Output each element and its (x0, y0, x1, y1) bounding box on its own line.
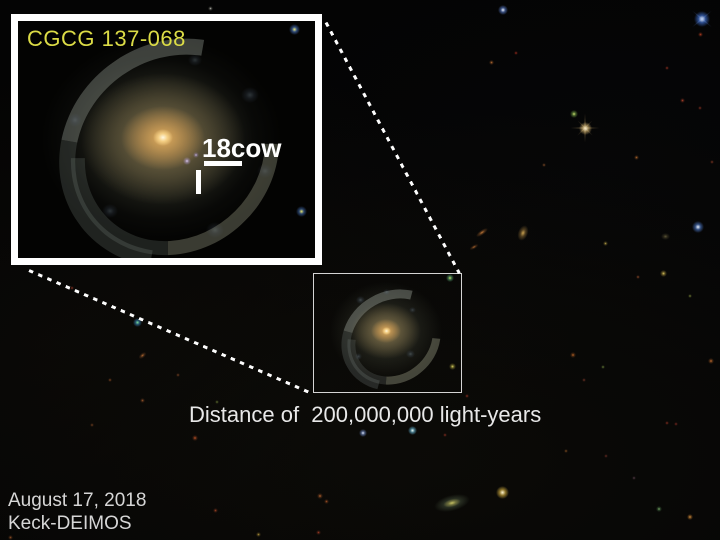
star (583, 113, 587, 143)
star (582, 378, 586, 382)
star (687, 293, 693, 299)
star (192, 435, 198, 441)
inset-object (183, 157, 191, 165)
star (323, 498, 329, 504)
galaxy-nucleus (382, 327, 391, 335)
star (604, 454, 608, 458)
inset-object (288, 23, 300, 35)
host-galaxy-zoomed: CGCG 137-068 18cow (18, 21, 315, 258)
star (564, 449, 568, 453)
star (443, 433, 447, 437)
inset-object (295, 205, 307, 217)
star (515, 223, 531, 243)
inset-object (193, 152, 199, 158)
instrument-caption: Keck-DEIMOS (8, 513, 132, 534)
star (465, 394, 469, 398)
star (698, 106, 702, 110)
zoom-rectangle (313, 270, 468, 410)
star (679, 97, 685, 103)
star (708, 358, 714, 364)
star (660, 232, 670, 240)
star (132, 317, 142, 327)
star (602, 240, 608, 246)
date-caption: August 17, 2018 (8, 490, 147, 511)
star (474, 225, 490, 239)
star (601, 365, 605, 369)
star (514, 51, 518, 55)
inset-object (257, 164, 273, 178)
galaxy-nucleus (153, 129, 173, 146)
galaxy-knot (382, 289, 390, 295)
transient-marker-vertical (196, 170, 201, 194)
star (488, 59, 494, 65)
star (407, 425, 417, 435)
galaxy-knot (408, 307, 416, 313)
star (108, 378, 112, 382)
star (317, 493, 323, 499)
star (212, 507, 218, 513)
star (542, 163, 546, 167)
star (315, 529, 321, 535)
transient-name-label: 18cow (202, 133, 282, 163)
star (215, 400, 219, 404)
inset-panel: CGCG 137-068 18cow (11, 14, 322, 265)
galaxy-knot (405, 350, 415, 358)
star (687, 514, 693, 520)
star (636, 275, 640, 279)
star (659, 269, 667, 277)
inset-object (188, 54, 202, 66)
star (255, 531, 261, 537)
galaxy-knot (355, 296, 365, 304)
inset-object (241, 87, 259, 103)
star (656, 506, 662, 512)
inset-object (206, 222, 224, 238)
star (633, 154, 639, 160)
star (495, 485, 509, 499)
star (710, 160, 714, 164)
star (7, 534, 13, 540)
star (448, 362, 456, 370)
star (207, 5, 213, 11)
inset-object (68, 113, 82, 127)
connector-line-top (324, 21, 461, 274)
star (90, 423, 94, 427)
transient-marker-horizontal (204, 161, 242, 166)
star (665, 421, 669, 425)
star (674, 422, 678, 426)
star (570, 110, 578, 118)
star (665, 66, 669, 70)
star (446, 274, 454, 282)
inset-object (102, 204, 118, 218)
star (139, 397, 145, 403)
connector-line-bottom (28, 269, 313, 395)
star (697, 31, 703, 37)
star (570, 352, 576, 358)
star (692, 221, 704, 233)
star (468, 242, 480, 252)
galaxy-name-label: CGCG 137-068 (27, 26, 186, 51)
star (632, 476, 636, 480)
star (498, 5, 508, 15)
star (176, 373, 180, 377)
star (359, 429, 367, 437)
credit-block: August 17, 2018 Keck-DEIMOS (8, 489, 146, 535)
distance-caption: Distance of 200,000,000 light-years (189, 402, 542, 427)
galaxy-knot (354, 352, 362, 360)
star (694, 11, 710, 27)
star (136, 350, 148, 360)
